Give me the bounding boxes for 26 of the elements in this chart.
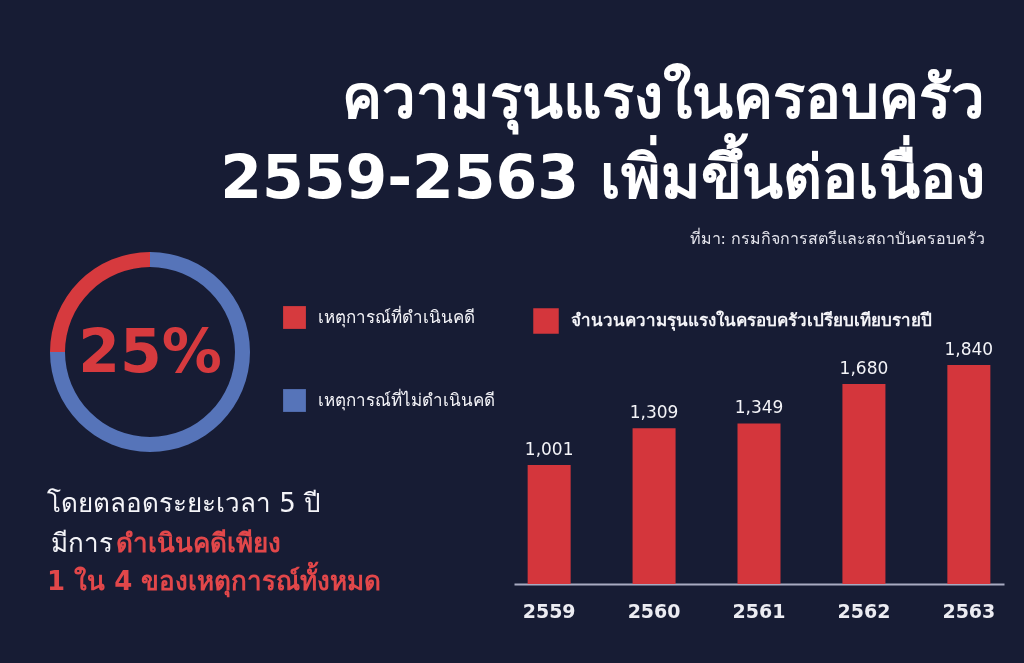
bar (527, 464, 571, 584)
data-label: 25% (78, 316, 222, 386)
x-tick-label: 2563 (942, 599, 996, 622)
legend-label: เหตุการณ์ที่ดำเนินคดี (318, 304, 475, 328)
data-label: 1,349 (734, 397, 784, 418)
data-label: 1,840 (944, 339, 994, 360)
chart-title: ความรุนแรงในครอบครัว 2559-2563 เพิ่มขึ้นต่อเนื่อง (220, 62, 985, 212)
data-label: 1,309 (629, 402, 679, 423)
donut-slice (50, 252, 250, 452)
x-tick-label: 2561 (732, 599, 786, 622)
bar (947, 365, 991, 584)
data-label: 1,001 (524, 438, 574, 459)
text: โดยตลอดระยะเวลา 5 ปี (47, 488, 322, 518)
x-tick-label: 2559 (522, 599, 576, 622)
text: มีการ (51, 528, 113, 558)
text: ที่มา: กรมกิจการสตรีและสถาบันครอบครัว (689, 227, 985, 248)
text: 1 ใน 4 ของเหตุการณ์ทั้งหมด (47, 561, 382, 598)
bar (842, 384, 886, 584)
legend-label: จำนวนความรุนแรงในครอบครัวเปรียบเทียบรายปี (571, 310, 932, 331)
legend-label: เหตุการณ์ที่ไม่ดำเนินคดี (318, 387, 495, 411)
text: ดำเนินคดีเพียง (116, 528, 281, 558)
x-tick-label: 2562 (837, 599, 891, 622)
bar (632, 428, 676, 584)
bar (737, 423, 781, 584)
x-tick-label: 2560 (627, 599, 681, 622)
data-label: 1,680 (839, 358, 889, 379)
